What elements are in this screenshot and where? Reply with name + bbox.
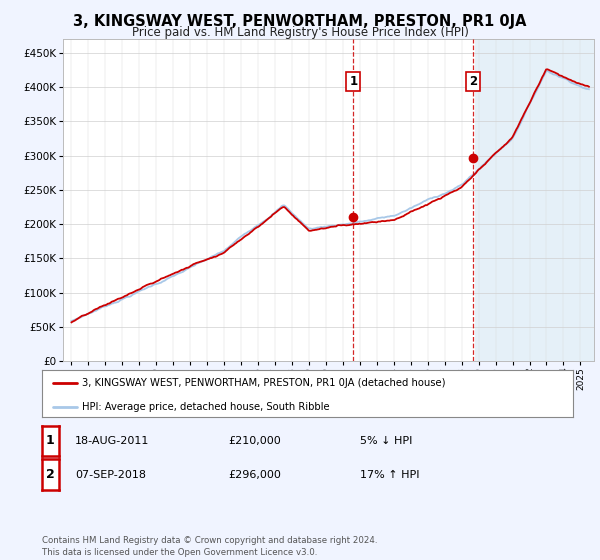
Text: £296,000: £296,000 (228, 470, 281, 479)
Text: 18-AUG-2011: 18-AUG-2011 (75, 436, 149, 446)
Text: £210,000: £210,000 (228, 436, 281, 446)
Text: 2: 2 (46, 468, 55, 481)
Text: 3, KINGSWAY WEST, PENWORTHAM, PRESTON, PR1 0JA: 3, KINGSWAY WEST, PENWORTHAM, PRESTON, P… (73, 14, 527, 29)
Text: 17% ↑ HPI: 17% ↑ HPI (360, 470, 419, 479)
Text: 2: 2 (469, 75, 477, 88)
Text: 3, KINGSWAY WEST, PENWORTHAM, PRESTON, PR1 0JA (detached house): 3, KINGSWAY WEST, PENWORTHAM, PRESTON, P… (82, 378, 445, 388)
Text: 07-SEP-2018: 07-SEP-2018 (75, 470, 146, 479)
Text: Price paid vs. HM Land Registry's House Price Index (HPI): Price paid vs. HM Land Registry's House … (131, 26, 469, 39)
Text: 5% ↓ HPI: 5% ↓ HPI (360, 436, 412, 446)
Text: Contains HM Land Registry data © Crown copyright and database right 2024.
This d: Contains HM Land Registry data © Crown c… (42, 536, 377, 557)
Text: HPI: Average price, detached house, South Ribble: HPI: Average price, detached house, Sout… (82, 402, 329, 412)
Text: 1: 1 (349, 75, 358, 88)
Bar (475, 39, 598, 361)
Text: 1: 1 (46, 435, 55, 447)
